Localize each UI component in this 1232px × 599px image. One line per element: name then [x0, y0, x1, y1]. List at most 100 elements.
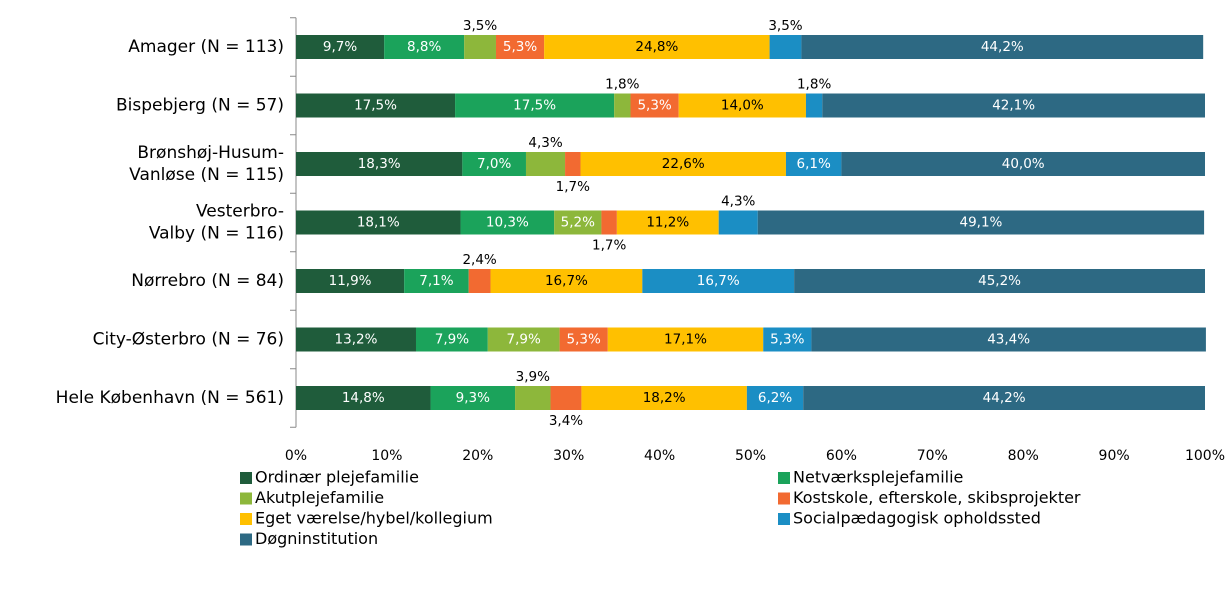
x-tick-label: 50%: [735, 448, 766, 464]
category-label: Brønshøj-Husum-Vanløse (N = 115): [129, 143, 284, 185]
legend-swatch: [240, 492, 252, 505]
category-label-line: Brønshøj-Husum-: [137, 143, 284, 163]
data-label: 11,9%: [329, 273, 372, 289]
data-label: 3,5%: [463, 18, 497, 34]
legend-swatch: [778, 472, 790, 484]
x-tick-label: 80%: [1008, 448, 1039, 464]
bar-segment: [581, 386, 747, 410]
data-label: 5,3%: [770, 332, 804, 348]
bar-segment: [296, 327, 416, 352]
data-label: 14,0%: [721, 98, 764, 114]
bar-segment: [460, 210, 555, 235]
legend-label: Socialpædagogisk opholdssted: [793, 509, 1041, 528]
x-tick-label: 30%: [553, 448, 584, 464]
bar-segment: [601, 210, 617, 235]
legend-label: Akutplejefamilie: [255, 488, 384, 507]
data-label: 14,8%: [342, 390, 385, 406]
data-label: 44,2%: [983, 390, 1026, 406]
legend-swatch: [240, 513, 252, 525]
data-label: 42,1%: [992, 98, 1035, 114]
data-label: 9,7%: [323, 39, 357, 55]
bar-segment: [415, 327, 488, 352]
data-label: 43,4%: [987, 332, 1030, 348]
bar-segment: [464, 35, 496, 59]
data-label: 2,4%: [462, 252, 496, 268]
data-label: 7,9%: [507, 332, 541, 348]
bar-segment: [614, 93, 631, 118]
data-label: 7,9%: [435, 332, 469, 348]
x-tick-label: 100%: [1185, 448, 1225, 464]
data-label: 1,8%: [797, 77, 831, 93]
data-label: 3,4%: [549, 413, 583, 429]
data-label: 18,1%: [357, 215, 400, 231]
data-label: 9,3%: [456, 390, 490, 406]
x-tick-label: 40%: [644, 448, 675, 464]
bar-segment: [822, 93, 1205, 118]
category-label-line: Valby (N = 116): [149, 224, 284, 244]
data-label: 1,8%: [605, 77, 639, 93]
bar-segment: [384, 35, 465, 59]
bar-segment: [296, 386, 431, 410]
bar-segment: [296, 269, 405, 293]
data-label: 24,8%: [635, 39, 678, 55]
category-label: Amager (N = 113): [128, 37, 284, 57]
data-label: 1,7%: [556, 179, 590, 195]
bar-segment: [468, 269, 491, 293]
x-tick-label: 60%: [826, 448, 857, 464]
legend-swatch: [240, 472, 252, 484]
category-label-line: Vesterbro-: [196, 202, 284, 222]
data-label: 11,2%: [646, 215, 689, 231]
category-label: City-Østerbro (N = 76): [93, 330, 284, 350]
bar-segment: [616, 210, 719, 235]
bar-segment: [404, 269, 469, 293]
bar-segment: [296, 93, 456, 118]
bar-segment: [678, 93, 806, 118]
data-label: 17,5%: [513, 98, 556, 114]
data-label: 8,8%: [407, 39, 441, 55]
category-label: Hele København (N = 561): [56, 388, 284, 408]
data-label: 49,1%: [959, 215, 1002, 231]
category-label: Vesterbro-Valby (N = 116): [149, 202, 284, 244]
bar-segment: [763, 327, 812, 352]
legend-label: Døgninstitution: [255, 529, 378, 548]
data-label: 6,1%: [797, 156, 831, 172]
legend-swatch: [240, 533, 252, 546]
data-label: 4,3%: [528, 135, 562, 151]
x-tick-label: 0%: [285, 448, 307, 464]
legend-label: Netværksplejefamilie: [793, 468, 963, 487]
data-label: 18,2%: [643, 390, 686, 406]
data-label: 22,6%: [662, 156, 705, 172]
bar-segment: [811, 327, 1206, 352]
data-label: 18,3%: [358, 156, 401, 172]
data-label: 44,2%: [981, 39, 1024, 55]
data-label: 16,7%: [545, 273, 588, 289]
bar-segment: [757, 210, 1205, 235]
bar-segment: [642, 269, 795, 293]
legend-label: Ordinær plejefamilie: [255, 468, 419, 487]
x-tick-label: 70%: [917, 448, 948, 464]
bar-segment: [525, 152, 566, 176]
data-label: 3,9%: [516, 369, 550, 385]
data-label: 5,3%: [503, 39, 537, 55]
bar-segment: [801, 35, 1204, 59]
category-label-line: Vanløse (N = 115): [129, 165, 284, 185]
bar-segment: [565, 152, 581, 176]
data-label: 6,2%: [758, 390, 792, 406]
bar-segment: [805, 93, 823, 118]
bar-segment: [296, 35, 385, 59]
bar-segment: [559, 327, 608, 352]
data-label: 10,3%: [486, 215, 529, 231]
data-label: 3,5%: [768, 18, 802, 34]
data-label: 17,5%: [354, 98, 397, 114]
x-tick-label: 90%: [1099, 448, 1130, 464]
bar-segment: [746, 386, 804, 410]
data-label: 7,0%: [477, 156, 511, 172]
bar-segment: [550, 386, 582, 410]
bar-segment: [455, 93, 615, 118]
bar-segment: [607, 327, 764, 352]
bar-segment: [296, 152, 463, 176]
data-label: 16,7%: [697, 273, 740, 289]
bar-segment: [794, 269, 1205, 293]
bar-segment: [544, 35, 770, 59]
